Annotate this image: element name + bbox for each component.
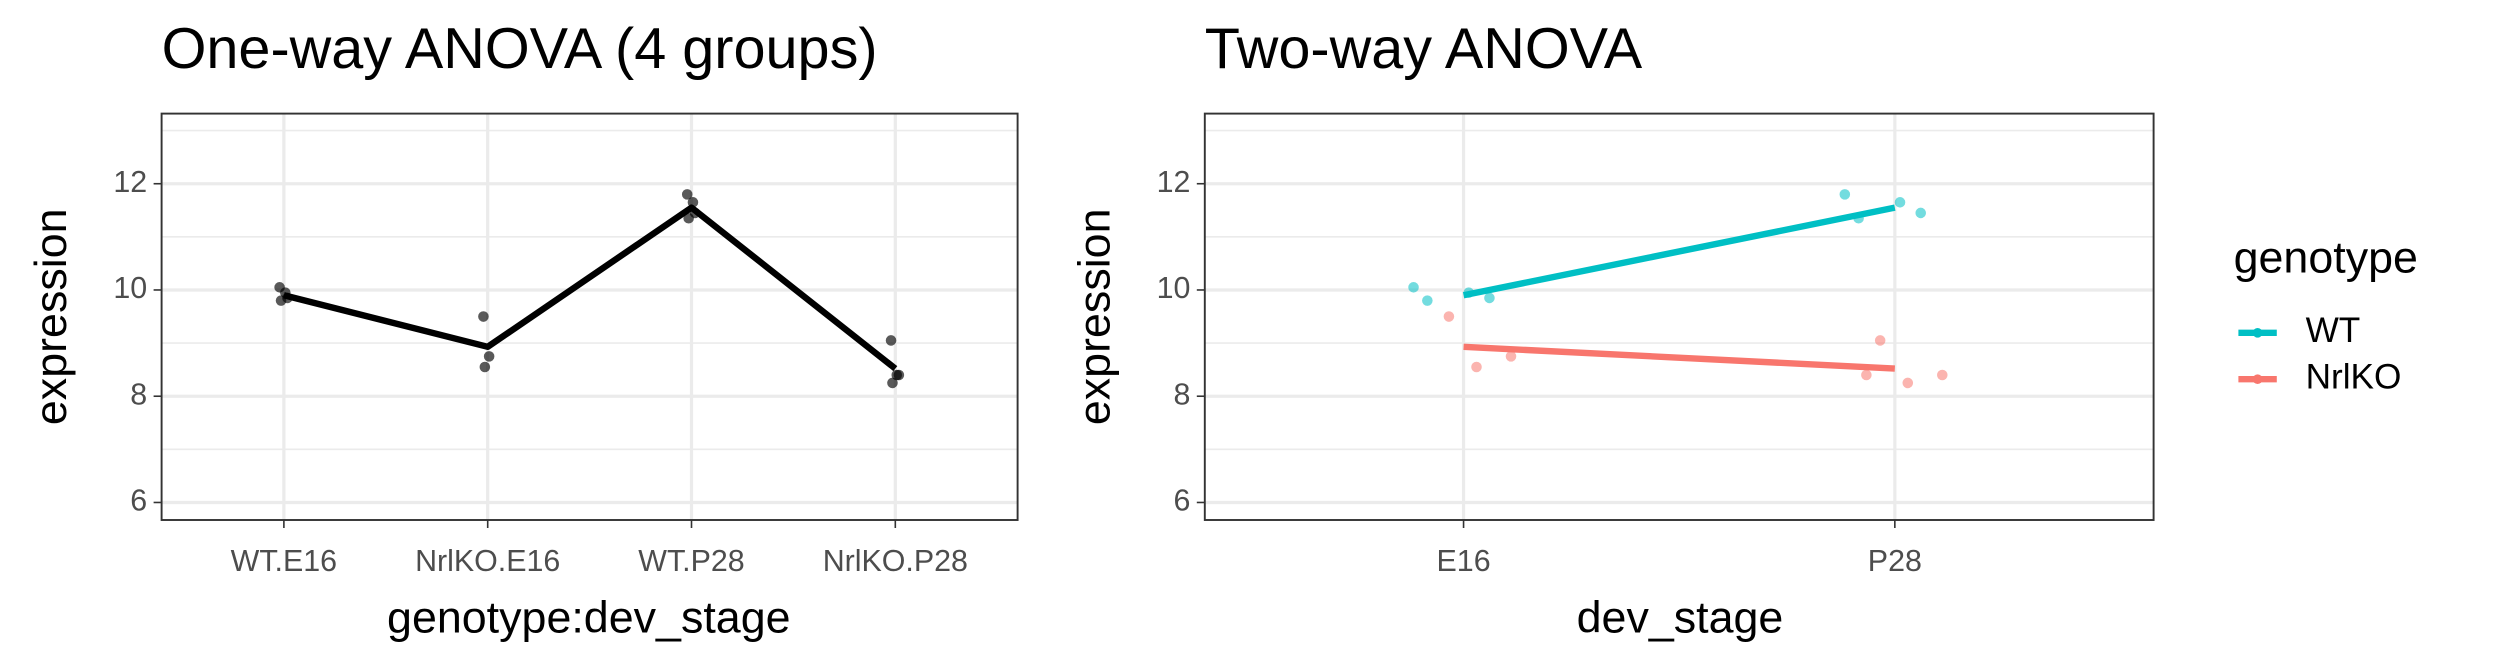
x-tick-label: WT.E16 xyxy=(231,544,337,578)
legend-title: genotype xyxy=(2234,233,2418,283)
point xyxy=(483,351,495,362)
x-tick-label: E16 xyxy=(1437,544,1491,578)
point xyxy=(1443,311,1455,322)
point xyxy=(1894,197,1906,208)
point xyxy=(1915,207,1926,219)
y-axis-label: expression xyxy=(26,208,76,425)
y-tick-label: 6 xyxy=(1173,484,1190,518)
x-tick-label: P28 xyxy=(1868,544,1922,578)
panel-border xyxy=(160,112,1019,521)
y-tick-label: 6 xyxy=(130,484,147,518)
point xyxy=(1861,369,1872,381)
x-tick-label: NrlKO.P28 xyxy=(823,544,968,578)
chart-title: Two-way ANOVA xyxy=(1205,17,1643,81)
panel-border xyxy=(1203,112,2155,521)
y-tick-label: 12 xyxy=(1157,165,1191,199)
panel-background xyxy=(1204,113,2154,520)
point xyxy=(1505,351,1517,362)
point xyxy=(1471,361,1482,373)
x-tick-label: NrlKO.E16 xyxy=(415,544,560,578)
mean-line xyxy=(283,204,898,372)
y-tick-label: 12 xyxy=(113,165,147,199)
point xyxy=(1902,377,1914,389)
y-tick-label: 10 xyxy=(1157,271,1191,305)
point xyxy=(885,335,897,346)
point xyxy=(1422,295,1433,306)
point xyxy=(681,189,693,200)
y-tick-label: 8 xyxy=(1173,377,1190,411)
point xyxy=(1408,282,1419,293)
point xyxy=(887,377,898,389)
panel-background xyxy=(161,113,1018,520)
point xyxy=(478,311,489,322)
x-tick-label: WT.P28 xyxy=(638,544,744,578)
x-axis-label: dev_stage xyxy=(1577,593,1784,643)
x-axis-label: genotype:dev_stage xyxy=(387,593,791,643)
legend-key-point xyxy=(2252,374,2263,384)
y-tick-label: 8 xyxy=(130,377,147,411)
point xyxy=(1484,292,1495,304)
point xyxy=(1936,369,1948,381)
y-axis-label: expression xyxy=(1069,208,1119,425)
point xyxy=(893,369,905,381)
point xyxy=(1839,189,1851,200)
legend-key-point xyxy=(2252,328,2263,338)
mean-line xyxy=(1462,204,1896,299)
point xyxy=(479,361,491,373)
legend-label: WT xyxy=(2306,311,2361,350)
legend-label: NrlKO xyxy=(2306,357,2402,396)
mean-line xyxy=(1463,343,1895,372)
y-tick-label: 10 xyxy=(113,271,147,305)
chart-title: One-way ANOVA (4 groups) xyxy=(162,17,878,81)
point xyxy=(1874,335,1886,346)
